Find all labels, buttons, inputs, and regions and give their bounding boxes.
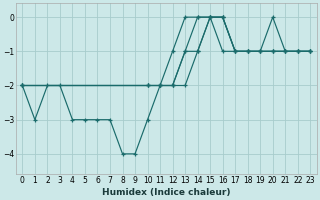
X-axis label: Humidex (Indice chaleur): Humidex (Indice chaleur) xyxy=(102,188,231,197)
